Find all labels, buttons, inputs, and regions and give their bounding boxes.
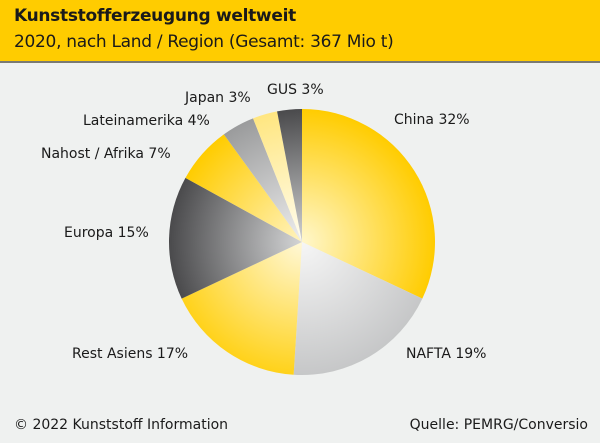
chart-title: Kunststofferzeugung weltweit — [14, 6, 296, 26]
pie-slice-china — [302, 109, 435, 299]
pie-slice-nafta — [293, 242, 423, 375]
label-europa: Europa 15% — [64, 225, 149, 241]
pie-slice-europa — [169, 177, 302, 299]
source: Quelle: PEMRG/Conversio — [409, 417, 588, 433]
chart-subtitle: 2020, nach Land / Region (Gesamt: 367 Mi… — [14, 32, 394, 52]
header-band: Kunststofferzeugung weltweit 2020, nach … — [0, 0, 600, 63]
pie-slice-lateinamerika — [223, 118, 302, 242]
pie-slice-japan — [253, 111, 302, 242]
pie-slice-nahost-afrika — [185, 134, 302, 242]
label-nafta: NAFTA 19% — [406, 346, 486, 362]
label-lateinamerika: Lateinamerika 4% — [83, 113, 210, 129]
pie-slice-gus — [277, 109, 302, 242]
label-japan: Japan 3% — [184, 90, 251, 106]
label-nahost-afrika: Nahost / Afrika 7% — [41, 146, 171, 162]
copyright: © 2022 Kunststoff Information — [14, 417, 229, 433]
pie-slice-rest-asiens — [181, 242, 302, 375]
label-gus: GUS 3% — [267, 82, 324, 98]
label-rest-asiens: Rest Asiens 17% — [72, 346, 188, 362]
label-china: China 32% — [394, 112, 470, 128]
